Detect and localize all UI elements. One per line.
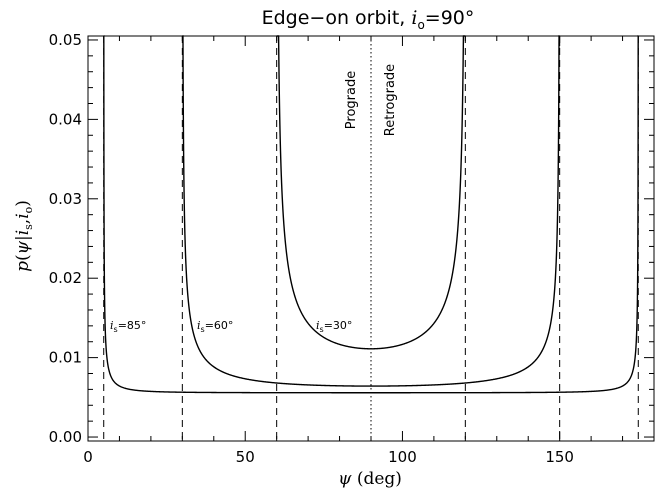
x-tick-label: 50 [236,448,255,466]
series-label-is30: is=30° [316,319,352,334]
asymptote-lines [103,36,639,441]
y-tick-label: 0.05 [49,31,82,49]
x-tick-label: 150 [545,448,574,466]
region-label-prograde: Prograde [344,71,359,129]
series-curve-is30 [276,35,466,350]
y-tick-label: 0.00 [49,428,82,446]
y-axis-label: p(ψ|is,io) [13,200,35,272]
region-label-retrograde: Retrograde [383,64,398,136]
series-label-is60: is=60° [197,319,233,334]
x-tick-label: 0 [83,448,93,466]
y-axis-ticks: 0.00 0.01 0.02 0.03 0.04 0.05 [49,31,654,446]
series-label-is85: is=85° [110,319,146,334]
plot-frame [87,35,655,442]
y-tick-label: 0.01 [49,349,82,367]
y-tick-label: 0.04 [49,110,82,128]
x-axis-label: ψ (deg) [338,469,402,489]
chart-title: Edge−on orbit, io=90° [262,7,475,32]
series-curves [103,35,639,394]
y-tick-label: 0.03 [49,190,82,208]
series-curve-is60 [182,35,560,387]
series-curve-is85 [103,35,639,394]
x-axis-ticks: 0 50 100 150 [83,36,655,466]
y-tick-label: 0.02 [49,269,82,287]
x-tick-label: 100 [388,448,417,466]
